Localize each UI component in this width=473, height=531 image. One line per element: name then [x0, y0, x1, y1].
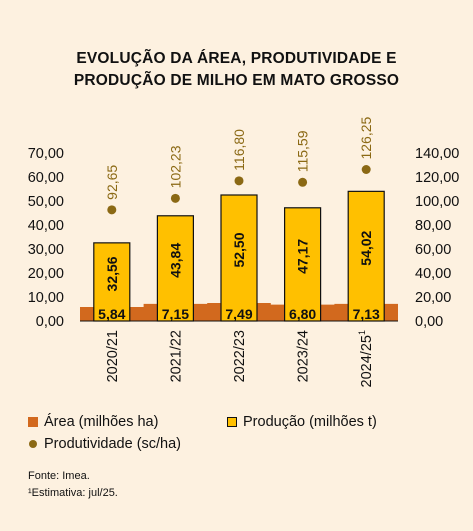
productivity-point	[107, 205, 117, 215]
productivity-value-label: 102,23	[167, 145, 183, 188]
area-value-label: 7,49	[225, 306, 252, 322]
y-right-tick-label: 140,00	[415, 146, 459, 162]
x-tick-label: 2023/24	[296, 330, 312, 382]
productivity-value-label: 116,80	[231, 129, 247, 171]
production-bar	[93, 242, 131, 322]
y-left-tick-label: 10,00	[28, 290, 64, 306]
productivity-value-label: 115,59	[295, 130, 311, 172]
x-tick-label: 2020/21	[105, 330, 121, 382]
y-right-tick-label: 0,00	[415, 314, 443, 330]
area-value-label: 7,13	[353, 306, 380, 322]
productivity-point	[298, 177, 308, 187]
y-left-tick-label: 60,00	[28, 170, 64, 186]
production-bar	[347, 190, 385, 322]
y-left-tick-label: 30,00	[28, 242, 64, 258]
x-tick-superscript: 1	[357, 330, 367, 335]
production-bar	[284, 207, 322, 322]
productivity-value-label: 92,65	[104, 165, 120, 200]
x-tick-label: 2021/22	[168, 330, 184, 382]
footnotes: Fonte: Imea. ¹Estimativa: jul/25.	[28, 468, 118, 502]
production-bar-value-label: 43,84	[167, 243, 183, 278]
y-left-tick-label: 20,00	[28, 266, 64, 282]
y-right-tick-label: 120,00	[415, 170, 459, 186]
area-value-label: 5,84	[98, 306, 125, 322]
chart-title-line-2: PRODUÇÃO DE MILHO EM MATO GROSSO	[73, 72, 400, 89]
production-bar-value-label: 52,50	[231, 232, 247, 267]
x-tick-label: 2024/251	[357, 330, 375, 387]
y-right-tick-label: 60,00	[415, 242, 451, 258]
production-bar-value-label: 32,56	[104, 256, 120, 291]
productivity-point	[170, 193, 180, 203]
chart-title: EVOLUÇÃO DA ÁREA, PRODUTIVIDADE E PRODUÇ…	[0, 48, 473, 92]
productivity-value-label: 126,25	[358, 116, 374, 159]
production-bar-value-label: 47,17	[295, 239, 311, 274]
y-right-tick-label: 40,00	[415, 266, 451, 282]
y-left-tick-label: 70,00	[28, 146, 64, 162]
y-right-tick-label: 20,00	[415, 290, 451, 306]
y-left-tick-label: 50,00	[28, 194, 64, 210]
chart-title-line-1: EVOLUÇÃO DA ÁREA, PRODUTIVIDADE E	[76, 50, 397, 67]
productivity-point	[361, 165, 371, 174]
area-value-label: 6,80	[289, 306, 316, 322]
x-tick-label: 2022/23	[232, 330, 248, 382]
y-left-tick-label: 40,00	[28, 218, 64, 234]
production-bar	[220, 194, 258, 322]
productivity-point	[234, 176, 244, 186]
y-left-tick-label: 0,00	[36, 314, 64, 330]
y-right-tick-label: 80,00	[415, 218, 451, 234]
y-right-tick-label: 100,00	[415, 194, 459, 210]
estimate-note: ¹Estimativa: jul/25.	[28, 487, 118, 499]
area-value-label: 7,15	[162, 306, 189, 322]
production-bar-value-label: 54,02	[358, 230, 374, 265]
source-note: Fonte: Imea.	[28, 470, 90, 482]
